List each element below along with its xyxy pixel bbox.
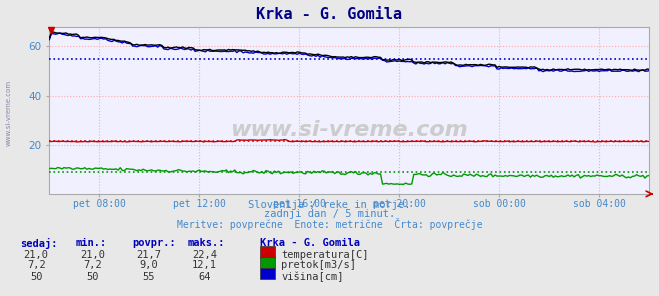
Text: Krka - G. Gomila: Krka - G. Gomila <box>260 238 360 248</box>
Text: 7,2: 7,2 <box>83 260 101 271</box>
Text: maks.:: maks.: <box>188 238 225 248</box>
Text: 55: 55 <box>142 272 154 282</box>
Text: 64: 64 <box>198 272 210 282</box>
Text: pretok[m3/s]: pretok[m3/s] <box>281 260 357 271</box>
Text: 12,1: 12,1 <box>192 260 217 271</box>
Text: www.si-vreme.com: www.si-vreme.com <box>5 79 11 146</box>
Text: višina[cm]: višina[cm] <box>281 272 344 282</box>
Text: temperatura[C]: temperatura[C] <box>281 250 369 260</box>
Text: Slovenija / reke in morje.: Slovenija / reke in morje. <box>248 200 411 210</box>
Text: www.si-vreme.com: www.si-vreme.com <box>231 120 468 140</box>
Text: Meritve: povprečne  Enote: metrične  Črta: povprečje: Meritve: povprečne Enote: metrične Črta:… <box>177 218 482 230</box>
Text: 22,4: 22,4 <box>192 250 217 260</box>
Text: 50: 50 <box>30 272 42 282</box>
Text: 21,0: 21,0 <box>80 250 105 260</box>
Text: sedaj:: sedaj: <box>20 238 57 249</box>
Text: 9,0: 9,0 <box>139 260 158 271</box>
Text: min.:: min.: <box>76 238 107 248</box>
Text: 7,2: 7,2 <box>27 260 45 271</box>
Text: zadnji dan / 5 minut.: zadnji dan / 5 minut. <box>264 209 395 219</box>
Text: 21,7: 21,7 <box>136 250 161 260</box>
Text: Krka - G. Gomila: Krka - G. Gomila <box>256 7 403 22</box>
Text: 50: 50 <box>86 272 98 282</box>
Text: povpr.:: povpr.: <box>132 238 175 248</box>
Text: 21,0: 21,0 <box>24 250 49 260</box>
